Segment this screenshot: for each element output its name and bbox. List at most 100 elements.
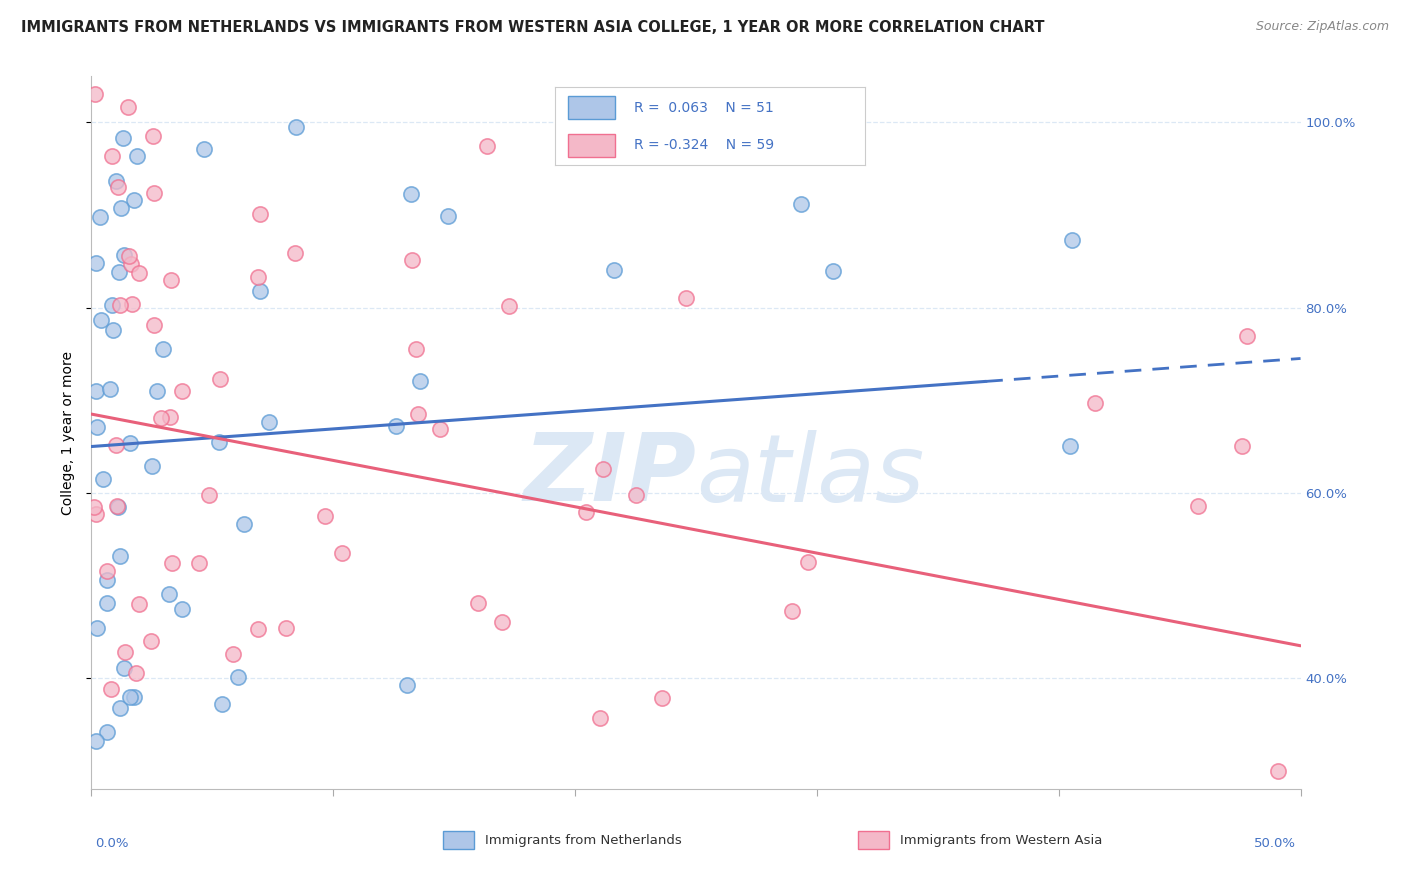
Point xyxy=(101,323,124,337)
Bar xyxy=(568,134,616,157)
Point xyxy=(118,690,141,705)
Point xyxy=(475,139,498,153)
Point xyxy=(110,701,132,715)
Point xyxy=(86,256,108,270)
Point xyxy=(101,149,124,163)
Point xyxy=(401,253,423,268)
Point xyxy=(1236,329,1258,343)
Point xyxy=(98,382,121,396)
Point xyxy=(624,488,647,502)
Point xyxy=(491,615,513,630)
Text: Immigrants from Netherlands: Immigrants from Netherlands xyxy=(485,834,682,847)
Point xyxy=(157,587,180,601)
Point xyxy=(84,87,107,102)
Point xyxy=(592,462,614,476)
Text: ZIP: ZIP xyxy=(523,429,696,522)
Point xyxy=(796,555,818,569)
Point xyxy=(405,343,427,357)
Point xyxy=(96,596,118,610)
Point xyxy=(1267,764,1289,778)
Point xyxy=(100,681,122,696)
Point xyxy=(1059,439,1081,453)
Point xyxy=(146,384,169,399)
Point xyxy=(112,130,135,145)
Point xyxy=(395,678,418,692)
Point xyxy=(226,670,249,684)
Point xyxy=(498,299,520,313)
Point xyxy=(408,407,430,421)
Point xyxy=(198,488,221,502)
Point xyxy=(122,690,145,704)
Point xyxy=(1084,396,1107,410)
Point xyxy=(142,186,165,200)
Point xyxy=(90,313,112,327)
Point xyxy=(107,179,129,194)
Point xyxy=(96,564,118,578)
Point xyxy=(284,245,307,260)
Point xyxy=(108,549,131,564)
Text: Source: ZipAtlas.com: Source: ZipAtlas.com xyxy=(1256,20,1389,33)
Point xyxy=(96,573,118,587)
Point xyxy=(108,265,131,279)
Point xyxy=(233,516,256,531)
Point xyxy=(105,499,128,513)
Point xyxy=(107,500,129,514)
Point xyxy=(193,142,215,156)
Point xyxy=(142,318,165,332)
Point xyxy=(211,698,233,712)
Point xyxy=(1187,499,1209,513)
Point xyxy=(436,209,458,223)
Point xyxy=(112,661,135,675)
Point xyxy=(399,186,422,201)
Point xyxy=(110,201,132,215)
Point xyxy=(249,207,271,221)
Point xyxy=(139,634,162,648)
Point xyxy=(603,263,626,277)
Point xyxy=(159,273,181,287)
Point xyxy=(222,648,245,662)
Point xyxy=(86,420,108,434)
Point xyxy=(128,598,150,612)
Point xyxy=(84,733,107,747)
Text: R = -0.324    N = 59: R = -0.324 N = 59 xyxy=(634,138,775,153)
Y-axis label: College, 1 year or more: College, 1 year or more xyxy=(62,351,76,515)
Point xyxy=(112,248,135,262)
Point xyxy=(152,342,174,356)
Point xyxy=(247,270,270,285)
Point xyxy=(172,602,194,616)
Point xyxy=(120,257,142,271)
Point xyxy=(249,284,271,298)
Point xyxy=(651,691,673,706)
Point xyxy=(330,546,353,560)
Point xyxy=(96,724,118,739)
Text: 50.0%: 50.0% xyxy=(1254,837,1296,850)
Point xyxy=(821,264,844,278)
Point xyxy=(257,415,280,429)
Point xyxy=(91,471,114,485)
Point xyxy=(209,371,232,385)
Point xyxy=(789,197,811,211)
Point xyxy=(118,435,141,450)
Point xyxy=(127,149,149,163)
Point xyxy=(188,556,211,570)
Point xyxy=(128,266,150,280)
Point xyxy=(575,505,598,519)
Point xyxy=(208,434,231,449)
Point xyxy=(121,297,143,311)
Point xyxy=(122,193,145,207)
Point xyxy=(101,298,124,312)
Point xyxy=(83,500,105,515)
Point xyxy=(429,422,451,436)
Point xyxy=(589,710,612,724)
Point xyxy=(142,128,165,143)
Point xyxy=(159,410,181,425)
Point xyxy=(125,665,148,680)
Point xyxy=(84,384,107,398)
Point xyxy=(385,419,408,434)
Point xyxy=(314,508,336,523)
Point xyxy=(117,100,139,114)
Point xyxy=(285,120,308,134)
Point xyxy=(149,411,172,425)
Point xyxy=(1230,438,1253,452)
Bar xyxy=(568,96,616,120)
